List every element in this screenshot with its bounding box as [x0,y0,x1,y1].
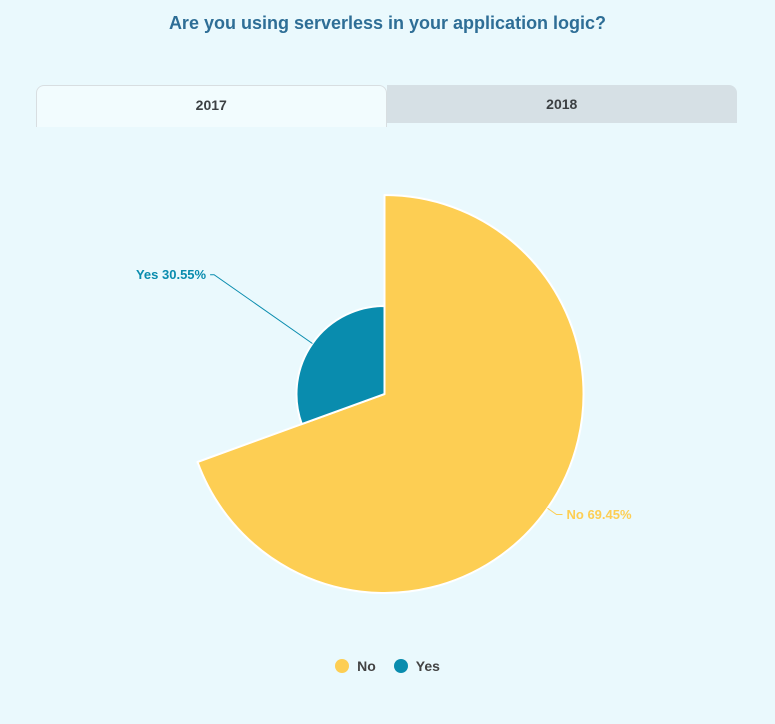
pie-chart-svg: No 69.45% Yes 30.55% [136,194,632,594]
year-tabs: 2017 2018 [36,85,737,127]
tab-2017[interactable]: 2017 [36,85,387,127]
legend-item-yes[interactable]: Yes [393,658,440,674]
tab-2018-label: 2018 [546,96,578,112]
legend-item-no[interactable]: No [335,658,376,674]
legend-dot-yes [393,659,408,673]
pie-label-no: No 69.45% [567,507,632,522]
pie-leader-yes [210,274,313,344]
legend-label-yes: Yes [415,658,440,674]
legend-dot-no [335,659,350,673]
pie-label-yes: Yes 30.55% [136,267,207,282]
chart-legend: No Yes [0,658,775,674]
chart-title: Are you using serverless in your applica… [168,13,607,33]
pie-slice-yes[interactable] [295,305,386,426]
pie-slice-no[interactable] [196,194,585,594]
pie-leader-no [547,507,563,515]
tab-2017-label: 2017 [195,97,227,113]
tab-2018[interactable]: 2018 [386,85,737,123]
legend-label-no: No [357,658,376,674]
